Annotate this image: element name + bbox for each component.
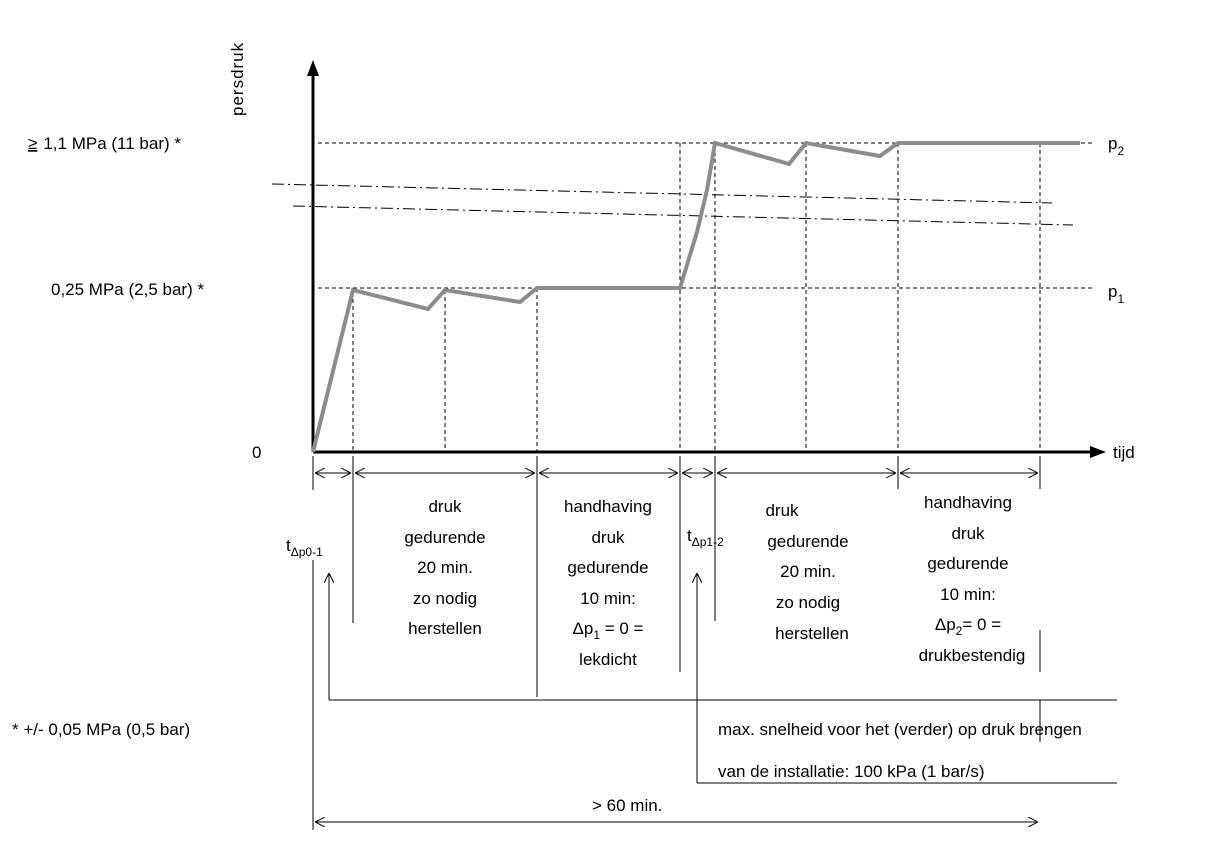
phase-3-line: zo nodig: [776, 593, 840, 612]
ge-symbol: ≥: [28, 134, 37, 153]
dp1-base: Δp: [573, 619, 594, 638]
phase-4-line: gedurende: [927, 554, 1008, 573]
phase-divider-lines: [352, 143, 1041, 452]
y-axis-arrowhead: [307, 60, 319, 76]
y-axis-label: persdruk: [228, 42, 247, 116]
low-level-label: 0,25 MPa (2,5 bar) *: [51, 280, 204, 299]
axis-break-line-bottom: [292, 205, 1074, 226]
t-dp12-sub: Δp1-2: [692, 535, 724, 549]
axis-break-line-top: [271, 183, 1053, 204]
phase-2-line: handhaving: [564, 497, 652, 516]
phase-4-description: handhaving druk gedurende 10 min: Δp2= 0…: [919, 493, 1026, 665]
phase-3-line: druk: [765, 501, 799, 520]
high-level-label: ≥1,1 MPa (11 bar) *: [28, 134, 181, 153]
phase-1-description: druk gedurende 20 min. zo nodig herstell…: [404, 497, 485, 638]
phase-1-line: 20 min.: [417, 558, 473, 577]
phase-2-line: druk: [591, 528, 625, 547]
x-axis-label: tijd: [1113, 443, 1135, 462]
p1-base: p: [1108, 282, 1117, 301]
phase-3-description: druk gedurende 20 min. zo nodig herstell…: [765, 501, 848, 643]
dp2-sub: 2: [956, 624, 963, 638]
phase-3-line: herstellen: [775, 624, 849, 643]
p1-label: p1: [1108, 282, 1124, 306]
x-axis-arrowhead: [1090, 446, 1106, 458]
phase-2-last: lekdicht: [579, 650, 637, 669]
origin-label: 0: [252, 443, 261, 462]
dp2-base: Δp: [935, 615, 956, 634]
phase-1-line: gedurende: [404, 528, 485, 547]
phase-1-line: druk: [428, 497, 462, 516]
t-dp01-label: tΔp0-1: [286, 536, 323, 559]
phase-3-line: 20 min.: [780, 562, 836, 581]
phase-2-line: gedurende: [567, 558, 648, 577]
phase-1-line: herstellen: [408, 619, 482, 638]
phase-4-last: drukbestendig: [919, 646, 1026, 665]
p1-sub: 1: [1117, 292, 1124, 306]
phase-2-description: handhaving druk gedurende 10 min: Δp1 = …: [564, 497, 652, 669]
t-dp12-label: tΔp1-2: [687, 526, 724, 549]
phase-4-equation: Δp2= 0 =: [935, 615, 1001, 638]
tolerance-note: * +/- 0,05 MPa (0,5 bar): [12, 720, 190, 739]
p2-label: p2: [1108, 134, 1124, 158]
dp1-rest: = 0 =: [600, 619, 644, 638]
t-dp01-sub: Δp0-1: [291, 545, 323, 559]
high-level-text: 1,1 MPa (11 bar) *: [43, 134, 181, 153]
dp2-rest: = 0 =: [962, 615, 1001, 634]
max-speed-line-2: van de installatie: 100 kPa (1 bar/s): [718, 762, 984, 781]
phase-4-line: druk: [951, 524, 985, 543]
t-dp12-base: t: [687, 526, 692, 545]
phase-1-line: zo nodig: [413, 589, 477, 608]
phase-2-equation: Δp1 = 0 =: [573, 619, 644, 642]
p2-base: p: [1108, 134, 1117, 153]
total-duration-label: > 60 min.: [592, 796, 662, 815]
dp1-sub: 1: [593, 628, 600, 642]
max-speed-line-1: max. snelheid voor het (verder) op druk …: [718, 720, 1082, 739]
p2-sub: 2: [1117, 144, 1124, 158]
phase-2-line: 10 min:: [580, 589, 636, 608]
pressure-curve: [311, 140, 1080, 453]
phase-3-line: gedurende: [767, 532, 848, 551]
dimension-lines: [312, 456, 1117, 830]
t-dp01-base: t: [286, 536, 291, 555]
phase-4-line: handhaving: [924, 493, 1012, 512]
phase-4-line: 10 min:: [940, 585, 996, 604]
